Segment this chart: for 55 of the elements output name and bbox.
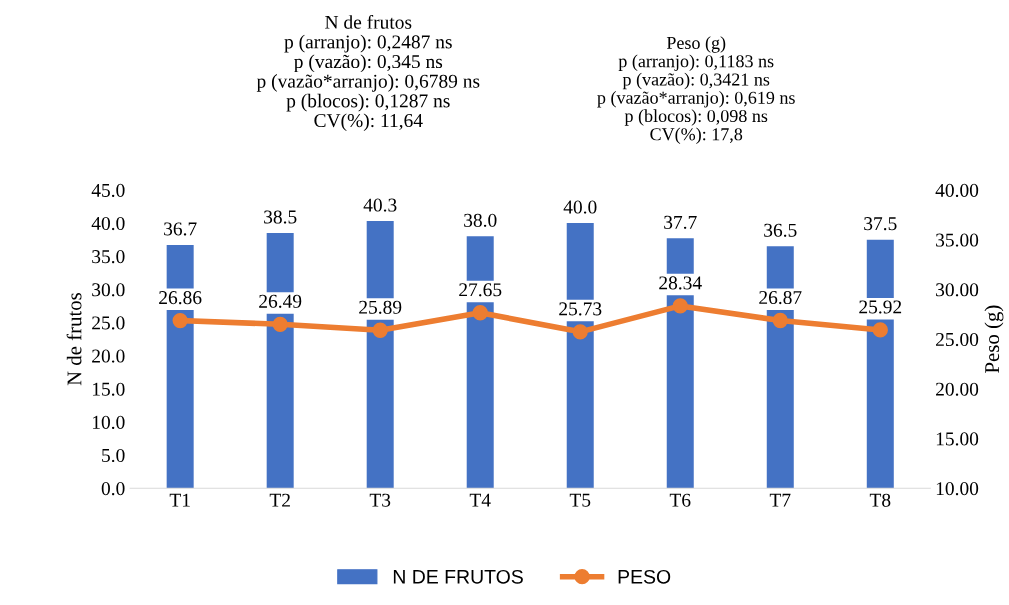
y-tick-label: 20.0 (92, 349, 125, 363)
y2-tick-label: 30.00 (936, 283, 979, 297)
y-tick-label: 45.0 (91, 183, 125, 197)
y2-tick-label: 20.00 (936, 382, 979, 396)
x-tick-label: T5 (569, 493, 591, 507)
y-tick-label: 25.0 (92, 316, 125, 330)
point (172, 312, 188, 329)
data-label: 26.86 (159, 291, 202, 305)
y-tick-label: 15.0 (92, 382, 125, 396)
y-tick-label: 0.0 (101, 482, 125, 496)
y2-tick-label: 40.00 (935, 183, 979, 197)
x-tick-label: T7 (769, 493, 791, 507)
y2-tick-label: 10.00 (936, 482, 979, 496)
data-label: 25.89 (359, 300, 402, 314)
y2-tick-label: 35.00 (936, 233, 979, 247)
data-label: 26.87 (759, 290, 802, 305)
data-label: 37.7 (664, 215, 697, 229)
y-tick-label: 35.0 (92, 250, 125, 264)
data-label: 27.65 (459, 283, 502, 297)
y-tick-label: 10.0 (92, 415, 125, 429)
x-tick-label: T4 (469, 493, 491, 507)
point (472, 305, 488, 321)
legend-label: PESO (618, 569, 671, 584)
x-tick-label: T2 (269, 493, 290, 507)
x-tick-label: T1 (169, 493, 190, 507)
data-label: 28.34 (659, 276, 702, 290)
y2-axis-title: Peso (g) (984, 305, 1004, 373)
point (672, 298, 688, 314)
data-label: 36.7 (164, 222, 197, 236)
data-label: 40.0 (563, 200, 597, 214)
point (872, 322, 888, 338)
data-label: 26.49 (259, 294, 302, 308)
x-tick-label: T8 (869, 493, 891, 507)
data-label: 38.0 (464, 213, 497, 227)
y-tick-label: 5.0 (102, 448, 125, 463)
data-label: 25.73 (559, 302, 602, 316)
text: N de frutos p (arranjo): 0,2487 ns p (vazão): 0,345 ns p (vazão*arranjo): 0,6789 ns p (blocos): 0,1287 ns CV(%): 11,64 (256, 14, 480, 132)
data-label: 38.5 (264, 210, 297, 224)
data-label: 25.92 (859, 300, 902, 314)
legend-label: N DE FRUTOS (393, 569, 523, 584)
y2-tick-label: 25.00 (936, 332, 979, 347)
data-label: 40.3 (363, 198, 397, 212)
text: Peso (g) p (arranjo): 0,1183 ns p (vazão): 0,3421 ns p (vazão*arranjo): 0,619 ns p (blocos): 0,098 ns CV(%): 17,8 (597, 36, 795, 144)
y-axis-title: N de frutos (66, 292, 82, 386)
x-tick-label: T3 (369, 493, 391, 507)
point (772, 312, 788, 329)
y2-tick-label: 15.00 (936, 432, 979, 446)
x-tick-label: T6 (669, 493, 691, 507)
y-tick-label: 30.0 (92, 283, 125, 297)
point (372, 322, 388, 338)
y-tick-label: 40.0 (91, 216, 125, 231)
data-label: 37.5 (864, 217, 897, 231)
point (572, 324, 588, 340)
point (272, 316, 288, 332)
data-label: 36.5 (764, 223, 797, 237)
